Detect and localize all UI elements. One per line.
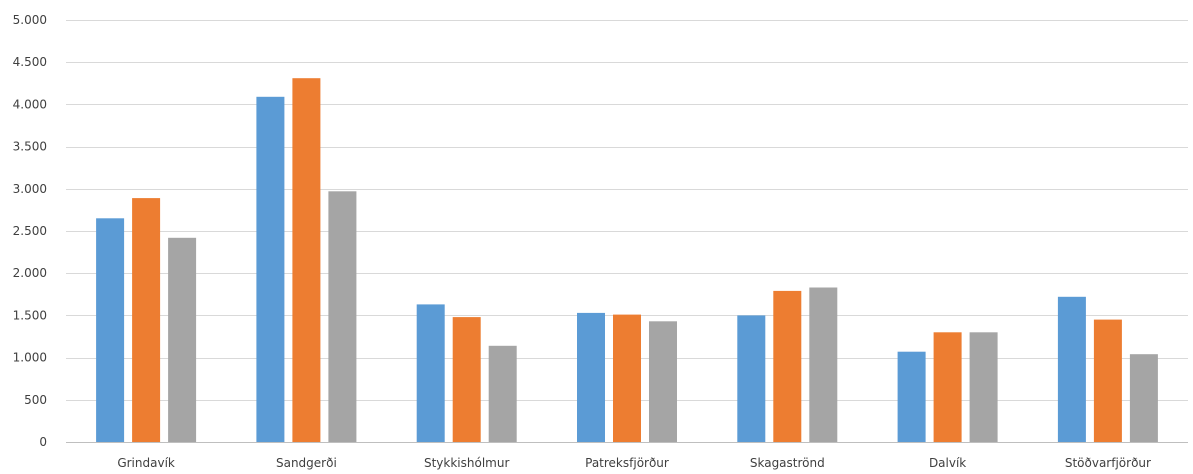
x-category-label: Skagaströnd [750, 456, 825, 470]
bar-series-3-4 [809, 287, 838, 442]
bar-series-2-4 [773, 290, 802, 442]
y-tick-label: 4.500 [13, 55, 47, 69]
x-category-label: Grindavík [117, 456, 175, 470]
gridlines [66, 20, 1188, 443]
x-category-label: Stöðvarfjörður [1065, 456, 1151, 470]
bar-series-3-1 [328, 191, 357, 442]
y-tick-label: 3.500 [13, 140, 47, 154]
bar-series-3-0 [168, 237, 197, 442]
bar-series-3-5 [969, 332, 998, 442]
bar-series-1-3 [577, 312, 605, 442]
bar-series-3-3 [649, 321, 677, 442]
bar-series-1-5 [897, 351, 926, 442]
bar-series-2-5 [933, 332, 962, 442]
y-tick-label: 2.500 [13, 224, 47, 238]
bar-series-1-0 [96, 218, 125, 442]
bar-series-3-6 [1129, 354, 1158, 442]
x-category-label: Dalvík [929, 456, 966, 470]
bar-series-2-1 [292, 78, 321, 442]
y-tick-label: 500 [24, 393, 47, 407]
y-tick-label: 0 [39, 435, 47, 449]
bar-series-3-2 [488, 345, 517, 442]
y-tick-label: 4.000 [13, 97, 47, 111]
x-axis-category-labels: Grindavík Sandgerði Stykkishólmur Patreksfj… [117, 456, 1151, 470]
y-tick-label: 5.000 [13, 13, 47, 27]
x-category-label: Stykkishólmur [424, 456, 509, 470]
y-tick-label: 1.000 [13, 351, 47, 365]
bar-series-2-2 [452, 317, 481, 442]
bar-series-1-4 [737, 315, 766, 442]
y-axis-tick-labels: 0 500 1.000 1.500 2.000 2.500 3.000 3.500 4.000 4… [13, 13, 47, 449]
bar-series-1-2 [416, 304, 445, 442]
bar-series-1-1 [256, 96, 285, 443]
bar-series-2-3 [613, 314, 641, 442]
y-tick-label: 3.000 [13, 182, 47, 196]
x-category-label: Patreksfjörður [585, 456, 669, 470]
bar-series-2-0 [132, 198, 161, 442]
x-category-label: Sandgerði [276, 456, 337, 470]
bars [96, 78, 1158, 443]
y-tick-label: 1.500 [13, 308, 47, 322]
bar-series-1-6 [1057, 296, 1086, 442]
bar-series-2-6 [1093, 319, 1122, 442]
y-tick-label: 2.000 [13, 266, 47, 280]
